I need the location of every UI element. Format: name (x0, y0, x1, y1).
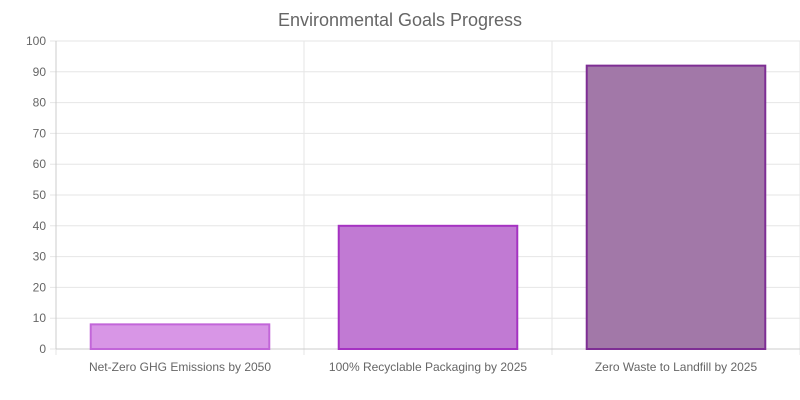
bar-1 (89, 323, 271, 350)
chart-title: Environmental Goals Progress (278, 10, 522, 30)
y-axis-ticks: 0 10 20 30 40 50 60 70 80 90 100 (26, 34, 46, 356)
y-tick-label: 10 (33, 311, 47, 325)
y-tick-label: 30 (33, 250, 47, 264)
x-tick-label: Net-Zero GHG Emissions by 2050 (89, 360, 271, 374)
y-tick-label: 20 (33, 280, 47, 294)
bar-3 (585, 64, 767, 350)
bars (89, 64, 767, 350)
bar-2 (337, 224, 519, 350)
y-tick-label: 70 (33, 126, 47, 140)
y-tick-label: 90 (33, 65, 47, 79)
y-tick-label: 100 (26, 34, 46, 48)
y-tick-label: 40 (33, 219, 47, 233)
y-tick-label: 60 (33, 157, 47, 171)
x-tick-label: Zero Waste to Landfill by 2025 (595, 360, 758, 374)
y-tick-label: 0 (39, 342, 46, 356)
x-axis-labels: Net-Zero GHG Emissions by 2050 100% Recyc… (89, 360, 758, 374)
x-tick-label: 100% Recyclable Packaging by 2025 (329, 360, 527, 374)
y-tick-label: 80 (33, 96, 47, 110)
y-tick-label: 50 (33, 188, 47, 202)
